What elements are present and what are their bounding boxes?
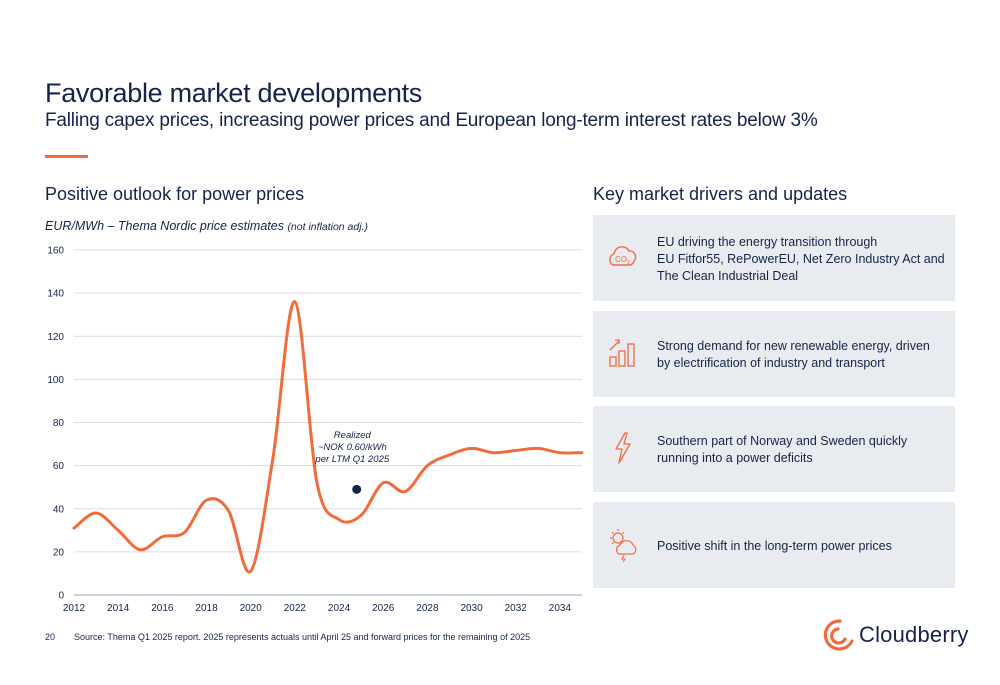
card-line: EU driving the energy transition through (657, 235, 878, 249)
right-section-heading: Key market drivers and updates (593, 184, 848, 204)
price-series-line (72, 300, 584, 574)
card-line: Strong demand for new renewable energy, … (657, 339, 930, 353)
annotation-label: Realized (334, 430, 372, 441)
y-tick-label: 0 (58, 591, 64, 602)
annotation-label: ~NOK 0.60/kWh (318, 442, 387, 453)
driver-card-eu: CO 2 EU driving the energy transition th… (593, 215, 955, 301)
y-tick-label: 140 (47, 289, 64, 300)
card-line: Positive shift in the long-term power pr… (657, 539, 892, 553)
x-tick-label: 2034 (549, 603, 572, 614)
realized-point (352, 484, 362, 494)
card-line: Southern part of Norway and Sweden quick… (657, 434, 908, 448)
x-tick-label: 2016 (151, 603, 174, 614)
y-tick-label: 40 (53, 504, 65, 515)
svg-text:CO: CO (615, 255, 627, 264)
card-line: The Clean Industrial Deal (657, 269, 799, 283)
y-tick-label: 80 (53, 418, 65, 429)
x-tick-label: 2012 (63, 603, 86, 614)
chart-label-note: (not inflation adj.) (287, 221, 368, 233)
x-tick-label: 2026 (372, 603, 395, 614)
x-tick-label: 2024 (328, 603, 351, 614)
x-tick-label: 2020 (240, 603, 263, 614)
x-tick-label: 2014 (107, 603, 130, 614)
chart-label-main: EUR/MWh – Thema Nordic price estimates (45, 219, 284, 233)
page-number: 20 (45, 632, 56, 642)
brand-name: Cloudberry (859, 622, 969, 647)
cloudberry-logo-icon (823, 619, 854, 651)
page-subtitle: Falling capex prices, increasing power p… (45, 110, 818, 131)
card-line: running into a power deficits (657, 451, 813, 465)
card-line: EU Fitfor55, RePowerEU, Net Zero Industr… (657, 252, 945, 266)
driver-card-demand: Strong demand for new renewable energy, … (593, 311, 955, 397)
y-tick-label: 160 (47, 246, 64, 257)
price-chart: 0 20 40 60 80 100 120 140 160 2012 2014 2016 2018 202… (47, 246, 584, 614)
chart-label: EUR/MWh – Thema Nordic price estimates (… (45, 219, 368, 233)
x-tick-label: 2018 (195, 603, 218, 614)
y-tick-label: 20 (53, 547, 65, 558)
accent-divider (45, 155, 88, 158)
annotation-label: per LTM Q1 2025 (314, 454, 389, 465)
source-note: Source: Thema Q1 2025 report. 2025 repre… (74, 632, 531, 642)
card-line: by electrification of industry and trans… (657, 356, 885, 370)
driver-card-prices: Positive shift in the long-term power pr… (593, 502, 955, 588)
page-title: Favorable market developments (45, 78, 422, 108)
svg-text:2: 2 (627, 260, 630, 266)
y-tick-label: 60 (53, 461, 65, 472)
x-tick-label: 2022 (284, 603, 307, 614)
x-tick-label: 2032 (505, 603, 528, 614)
driver-card-deficit: Southern part of Norway and Sweden quick… (593, 406, 955, 492)
y-tick-label: 120 (47, 332, 64, 343)
co2-cloud-icon: CO 2 (609, 246, 637, 266)
x-tick-label: 2030 (460, 603, 483, 614)
lightning-icon (615, 432, 631, 464)
growth-bars-icon (609, 339, 635, 367)
x-tick-label: 2028 (416, 603, 439, 614)
y-tick-label: 100 (47, 375, 64, 386)
left-section-heading: Positive outlook for power prices (45, 184, 305, 204)
sun-cloud-storm-icon (610, 529, 637, 562)
